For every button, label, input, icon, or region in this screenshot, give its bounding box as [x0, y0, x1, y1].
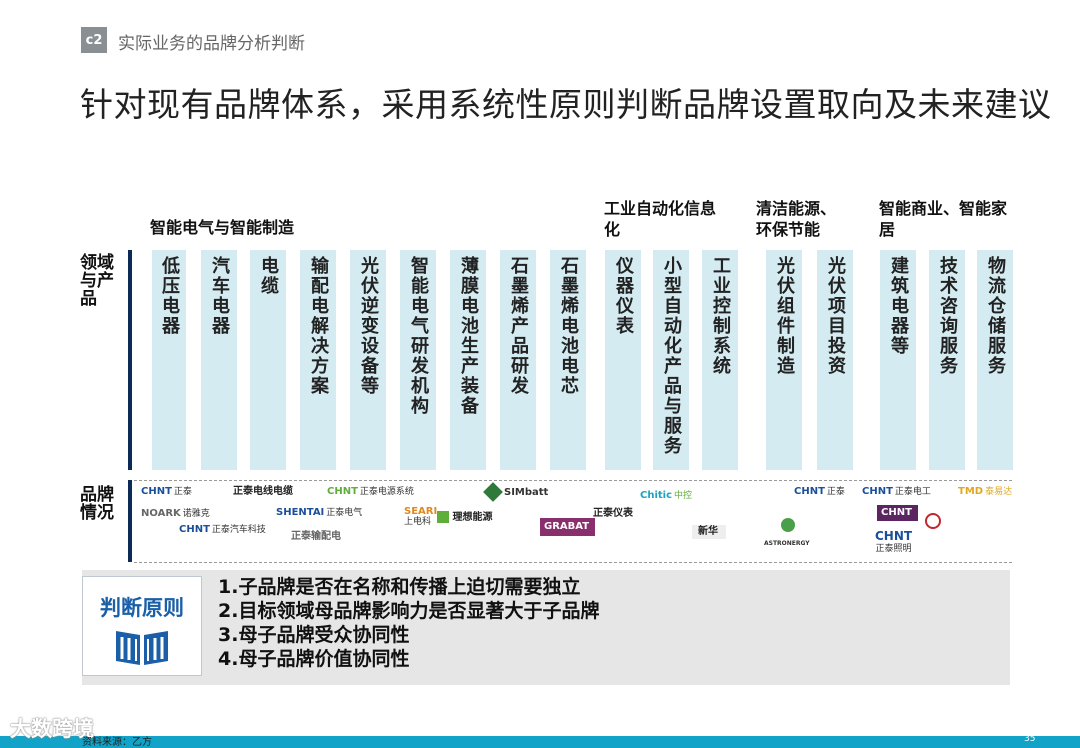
domain-column-label: 建筑电器等 [888, 256, 909, 356]
brand-logo: 理想能源 [437, 511, 494, 524]
section-title: 实际业务的品牌分析判断 [118, 34, 305, 54]
page-title: 针对现有品牌体系，采用系统性原则判断品牌设置取向及未来建议 [80, 85, 1052, 124]
watermark-logo: 大数跨境 [10, 717, 94, 741]
brand-row-top-dash [134, 480, 1012, 481]
principle-title: 判断原则 [100, 596, 184, 620]
group-header-clean-energy: 清洁能源、环保节能 [756, 199, 837, 239]
brand-logo: GRABAT [540, 518, 596, 536]
book-icon [116, 631, 168, 665]
astronergy-mark-icon [780, 518, 795, 532]
principle-list: 1.子品牌是否在名称和传播上迫切需要独立 2.目标领域母品牌影响力是否显著大于子… [218, 575, 599, 671]
brand-logo: CHNT 正泰汽车科技 [179, 524, 266, 535]
domain-column-label: 电缆 [258, 256, 279, 296]
brand-logo: NOARK 诺雅克 [141, 508, 210, 519]
domain-column: 光伏组件制造 [766, 250, 802, 470]
section-badge: c2 [81, 27, 107, 53]
brand-logo: CHNT 正泰 [141, 486, 192, 497]
domain-column: 低压电器 [152, 250, 186, 470]
brand-logo: TMD 泰易达 [958, 486, 1013, 497]
brand-row-bottom-dash [134, 562, 1012, 563]
domain-column-label: 石墨烯电池电芯 [558, 256, 579, 396]
brand-logo: CHNT [877, 505, 918, 521]
source-note: 资料来源：乙方 [82, 737, 152, 748]
domain-column: 汽车电器 [201, 250, 237, 470]
domain-column-label: 小型自动化产品与服务 [661, 256, 682, 456]
domain-column-label: 智能电气研发机构 [408, 256, 429, 416]
domain-column: 石墨烯产品研发 [500, 250, 536, 470]
principle-panel [82, 570, 1010, 685]
row-label-brand: 品牌情况 [80, 485, 114, 523]
brand-logo: 正泰输配电 [291, 531, 341, 542]
domain-column: 电缆 [250, 250, 286, 470]
domain-column-label: 汽车电器 [209, 256, 230, 336]
group-header-smart-electric: 智能电气与智能制造 [150, 218, 295, 237]
domain-column: 石墨烯电池电芯 [550, 250, 586, 470]
footer-bar [0, 736, 1080, 748]
domain-column: 技术咨询服务 [929, 250, 965, 470]
brand-logo: SIMbatt [483, 482, 550, 502]
brand-logo: ASTRONERGY [764, 518, 812, 550]
principle-label-box [82, 576, 202, 676]
domain-column-label: 光伏逆变设备等 [358, 256, 379, 396]
domain-row-divider [128, 250, 132, 470]
domain-column-label: 工业控制系统 [710, 256, 731, 376]
domain-column-label: 薄膜电池生产装备 [458, 256, 479, 416]
domain-column: 物流仓储服务 [977, 250, 1013, 470]
brand-logo: CHNT 正泰 [794, 486, 845, 497]
domain-column-label: 技术咨询服务 [937, 256, 958, 376]
brand-logo: 正泰仪表 [593, 508, 633, 519]
brand-logo: CHNT 正泰电源系统 [327, 486, 414, 497]
domain-column: 输配电解决方案 [300, 250, 336, 470]
brand-logo: SEARI 上电科 [404, 506, 438, 528]
domain-column: 仪器仪表 [605, 250, 641, 470]
domain-column-label: 光伏组件制造 [774, 256, 795, 376]
principle-item: 1.子品牌是否在名称和传播上迫切需要独立 [218, 576, 581, 598]
brand-row-divider [128, 480, 132, 562]
brand-logo: 新华 [692, 525, 726, 539]
domain-column: 智能电气研发机构 [400, 250, 436, 470]
domain-column-label: 石墨烯产品研发 [508, 256, 529, 396]
domain-column: 建筑电器等 [880, 250, 916, 470]
group-header-industrial-automation: 工业自动化信息化 [604, 199, 717, 239]
domain-column-label: 物流仓储服务 [985, 256, 1006, 376]
brand-logo: SHENTAI 正泰电气 [276, 507, 363, 518]
brand-mark-icon [437, 511, 449, 523]
brand-logo: 正泰电线电缆 [233, 486, 293, 497]
brand-logo: Chitic 中控 [640, 490, 693, 501]
domain-column: 小型自动化产品与服务 [653, 250, 689, 470]
group-header-smart-business: 智能商业、智能家居 [879, 199, 1008, 239]
principle-item: 3.母子品牌受众协同性 [218, 624, 410, 646]
domain-column: 薄膜电池生产装备 [450, 250, 486, 470]
brand-mark-icon [483, 482, 503, 502]
domain-column: 光伏逆变设备等 [350, 250, 386, 470]
row-label-domain: 领域与产品 [80, 253, 114, 309]
brand-mark-icon [925, 513, 941, 529]
domain-column-label: 仪器仪表 [613, 256, 634, 336]
brand-logo: CHNT 正泰电工 [862, 486, 931, 497]
principle-item: 4.母子品牌价值协同性 [218, 648, 410, 670]
principle-item: 2.目标领域母品牌影响力是否显著大于子品牌 [218, 600, 600, 622]
domain-column: 光伏项目投资 [817, 250, 853, 470]
domain-column-label: 低压电器 [159, 256, 180, 336]
domain-column: 工业控制系统 [702, 250, 738, 470]
page-number: 35 [1024, 734, 1036, 744]
domain-column-label: 光伏项目投资 [825, 256, 846, 376]
brand-logo: CHNT 正泰照明 [875, 529, 913, 554]
domain-column-label: 输配电解决方案 [308, 256, 329, 396]
